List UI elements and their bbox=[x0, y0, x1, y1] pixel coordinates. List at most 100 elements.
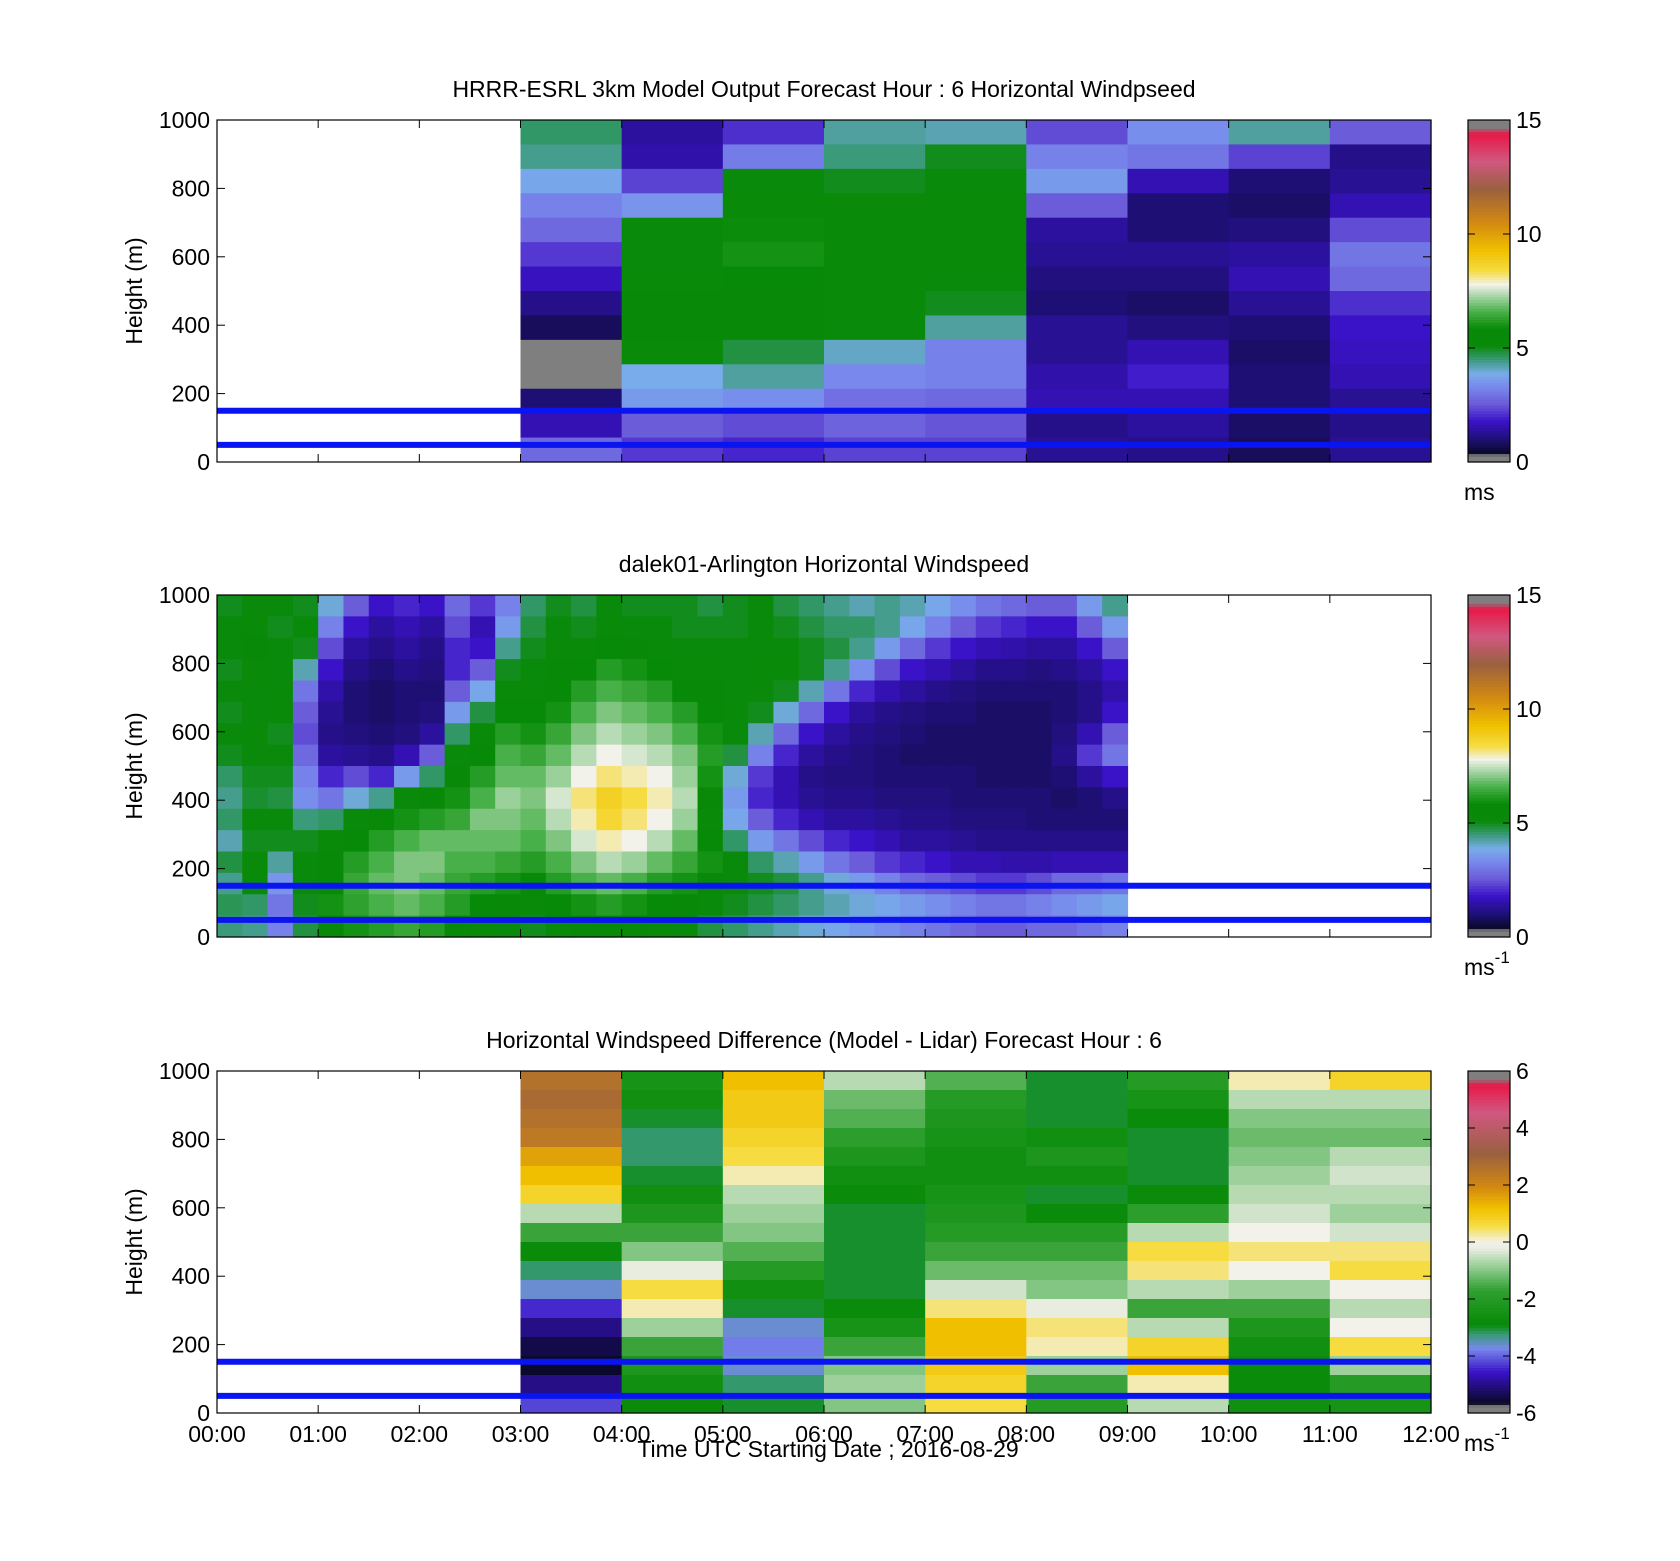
colorbar-tick-label: 10 bbox=[1516, 696, 1542, 722]
heatmap-cell bbox=[925, 894, 952, 917]
colorbar-segment bbox=[1468, 382, 1510, 386]
colorbar-segment bbox=[1468, 1401, 1510, 1406]
heatmap-cell bbox=[798, 637, 825, 660]
heatmap-cell bbox=[646, 766, 673, 788]
colorbar-unit: ms bbox=[1464, 479, 1495, 505]
heatmap-cell bbox=[520, 339, 623, 365]
heatmap-cell bbox=[1329, 1280, 1432, 1300]
colorbar-segment bbox=[1468, 1327, 1510, 1331]
heatmap-cell bbox=[520, 1109, 623, 1129]
colorbar: -6 -4 -2 0 2 4 6 ms-1 bbox=[1464, 1058, 1537, 1456]
colorbar-segment bbox=[1468, 328, 1510, 332]
heatmap-cell bbox=[292, 616, 319, 639]
colorbar-segment bbox=[1468, 1393, 1510, 1397]
colorbar-segment bbox=[1468, 1159, 1510, 1163]
heatmap-cell bbox=[217, 830, 243, 853]
colorbar-segment bbox=[1468, 871, 1510, 875]
colorbar-segment bbox=[1468, 689, 1510, 693]
heatmap-cell bbox=[925, 1204, 1027, 1224]
heatmap-cell bbox=[899, 808, 926, 831]
heatmap-cell bbox=[1228, 1109, 1331, 1129]
heatmap-cell bbox=[1051, 680, 1078, 703]
colorbar-segment bbox=[1468, 1125, 1510, 1129]
heatmap-cell bbox=[1127, 364, 1230, 390]
colorbar-segment bbox=[1468, 1222, 1510, 1226]
heatmap-cell bbox=[798, 787, 825, 810]
heatmap-cell bbox=[646, 830, 673, 853]
heatmap-cell bbox=[1001, 595, 1027, 617]
colorbar-segment bbox=[1468, 385, 1510, 389]
heatmap-cell bbox=[1329, 1318, 1432, 1338]
heatmap-cell bbox=[722, 1223, 825, 1243]
heatmap-cell bbox=[469, 787, 496, 810]
colorbar-segment bbox=[1468, 671, 1510, 676]
heatmap-cell bbox=[267, 680, 294, 703]
colorbar-segment bbox=[1468, 612, 1510, 616]
heatmap-cell bbox=[874, 680, 901, 703]
heatmap-cell bbox=[444, 808, 471, 831]
heatmap-cell bbox=[1102, 616, 1129, 639]
heatmap-cell bbox=[849, 808, 876, 831]
heatmap-cell bbox=[824, 1299, 926, 1319]
heatmap-cell bbox=[950, 637, 977, 660]
colorbar-segment bbox=[1468, 714, 1510, 719]
colorbar-segment bbox=[1468, 1073, 1510, 1078]
colorbar-segment bbox=[1468, 305, 1510, 309]
heatmap-cell bbox=[621, 894, 648, 917]
heatmap-cell bbox=[596, 659, 623, 682]
heatmap-cell bbox=[318, 595, 345, 617]
heatmap-cell bbox=[571, 637, 597, 660]
heatmap-cell bbox=[1228, 1204, 1331, 1224]
colorbar-segment bbox=[1468, 897, 1510, 901]
heatmap-cell bbox=[1127, 120, 1230, 146]
heatmap-cell bbox=[469, 894, 496, 917]
heatmap-cell bbox=[545, 701, 572, 724]
heatmap-cell bbox=[596, 766, 623, 788]
heatmap-cell bbox=[621, 1261, 724, 1281]
heatmap-cell bbox=[646, 808, 673, 831]
heatmap-cell bbox=[1127, 1375, 1230, 1395]
heatmap-cell bbox=[950, 787, 977, 810]
heatmap-cell bbox=[469, 659, 496, 682]
colorbar-segment bbox=[1468, 652, 1510, 656]
heatmap-cell bbox=[824, 1090, 926, 1110]
heatmap-cell bbox=[672, 723, 699, 746]
heatmap-cell bbox=[1127, 339, 1230, 365]
heatmap-cell bbox=[697, 787, 724, 810]
heatmap-cell bbox=[1001, 851, 1027, 874]
heatmap-cell bbox=[672, 659, 699, 682]
colorbar: 0 5 10 15 ms-1 bbox=[1464, 582, 1542, 980]
colorbar-segment bbox=[1468, 1162, 1510, 1166]
heatmap-cell bbox=[1026, 1318, 1129, 1338]
heatmap-cell bbox=[849, 595, 876, 617]
heatmap-cell bbox=[217, 701, 243, 724]
colorbar-segment bbox=[1468, 1233, 1510, 1237]
colorbar-segment bbox=[1468, 336, 1510, 341]
colorbar-segment bbox=[1468, 683, 1510, 687]
heatmap-cell bbox=[1026, 830, 1053, 853]
colorbar-segment bbox=[1468, 291, 1510, 295]
colorbar-segment bbox=[1468, 219, 1510, 224]
colorbar-segment bbox=[1468, 1133, 1510, 1138]
colorbar-segment bbox=[1468, 159, 1510, 164]
heatmap-cell bbox=[1026, 701, 1053, 724]
heatmap-cell bbox=[520, 1375, 623, 1395]
heatmap-cell bbox=[1026, 1261, 1129, 1281]
heatmap-cell bbox=[368, 595, 395, 617]
heatmap-cell bbox=[1329, 1261, 1432, 1281]
heatmap-cell bbox=[975, 701, 1002, 724]
heatmap-cell bbox=[621, 193, 724, 219]
heatmap-cell bbox=[1102, 808, 1129, 831]
chart-panel-1: HRRR-ESRL 3km Model Output Forecast Hour… bbox=[121, 76, 1542, 505]
heatmap-cell bbox=[925, 315, 1027, 341]
heatmap-cell bbox=[975, 595, 1002, 617]
heatmap-cell bbox=[242, 787, 269, 810]
colorbar-segment bbox=[1468, 1253, 1510, 1257]
heatmap-cell bbox=[267, 744, 294, 767]
heatmap-cell bbox=[368, 616, 395, 639]
heatmap-cell bbox=[1228, 1166, 1331, 1186]
heatmap-cell bbox=[1329, 1337, 1432, 1357]
heatmap-cell bbox=[621, 120, 724, 146]
chart-panel-2: dalek01-Arlington Horizontal Windspeed He… bbox=[121, 551, 1542, 980]
heatmap-cell bbox=[596, 787, 623, 810]
